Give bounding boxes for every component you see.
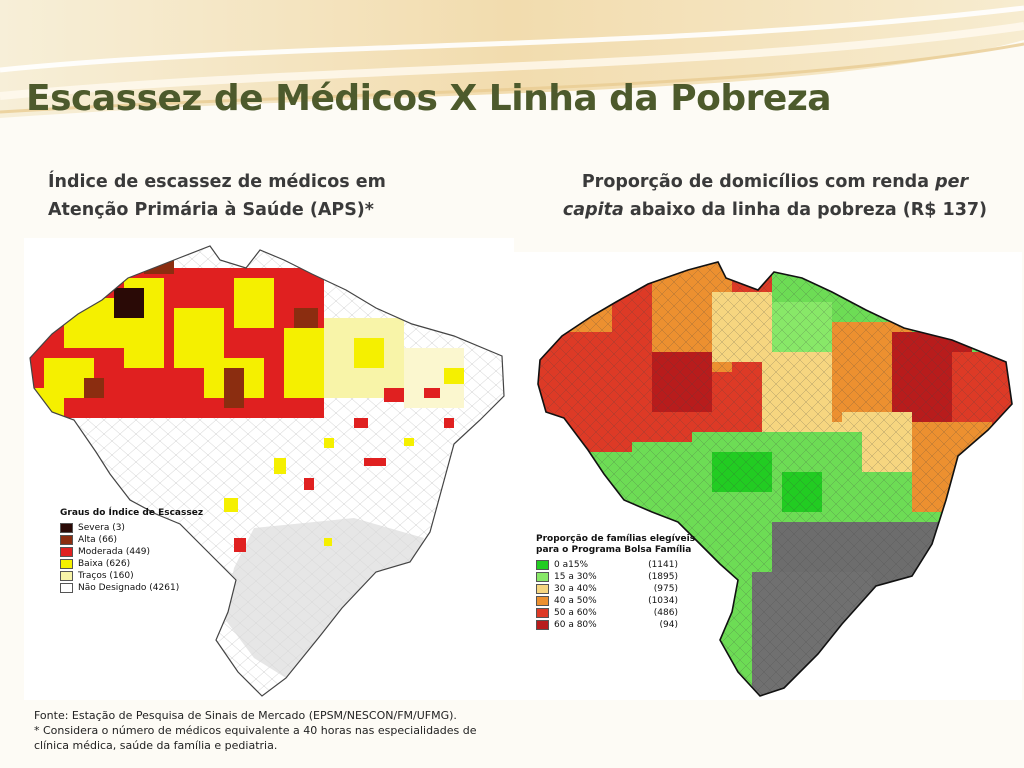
poverty-legend-item-60-80: 60 a 80% (94): [536, 619, 718, 631]
poverty-legend-item-15-30: 15 a 30% (1895): [536, 571, 718, 583]
legend-swatch: [60, 583, 73, 593]
legend-swatch: [536, 608, 549, 618]
poverty-legend-item-50-60: 50 a 60% (486): [536, 607, 718, 619]
scarcity-legend-item-moderada: Moderada (449): [60, 546, 210, 558]
scarcity-legend: Graus do Índice de Escassez Severa (3) A…: [60, 508, 210, 594]
legend-swatch: [60, 535, 73, 545]
scarcity-legend-item-baixa: Baixa (626): [60, 558, 210, 570]
scarcity-map-outline: [29, 245, 505, 697]
legend-swatch: [536, 560, 549, 570]
footnote-note-line2: clínica médica, saúde da família e pedia…: [34, 739, 278, 752]
legend-swatch: [536, 596, 549, 606]
source-footnote: Fonte: Estação de Pesquisa de Sinais de …: [34, 708, 514, 753]
legend-swatch: [536, 584, 549, 594]
legend-swatch: [60, 571, 73, 581]
poverty-legend-item-0-15: 0 a15% (1141): [536, 559, 718, 571]
scarcity-legend-item-nao-designado: Não Designado (4261): [60, 582, 210, 594]
left-map-caption-line1: Índice de escassez de médicos em: [48, 172, 386, 192]
scarcity-map: [29, 245, 505, 697]
legend-swatch: [60, 559, 73, 569]
left-map-caption: Índice de escassez de médicos em Atenção…: [48, 168, 386, 224]
right-map-caption-line1: Proporção de domicílios com renda per: [581, 172, 969, 192]
scarcity-legend-item-severa: Severa (3): [60, 522, 210, 534]
poverty-map-panel: Proporção de famílias elegíveis para o P…: [512, 252, 1022, 700]
right-map-caption-line2: capita abaixo da linha da pobreza (R$ 13…: [562, 200, 988, 220]
poverty-legend-title: Proporção de famílias elegíveis para o P…: [536, 534, 696, 555]
poverty-map: [537, 261, 1013, 697]
right-map-caption: Proporção de domicílios com renda per ca…: [540, 168, 1010, 224]
left-map-caption-line2: Atenção Primária à Saúde (APS)*: [48, 200, 374, 220]
scarcity-legend-item-tracos: Traços (160): [60, 570, 210, 582]
poverty-legend: Proporção de famílias elegíveis para o P…: [536, 534, 718, 631]
poverty-map-outline: [537, 261, 1013, 697]
legend-swatch: [536, 620, 549, 630]
scarcity-map-panel: Graus do Índice de Escassez Severa (3) A…: [24, 238, 514, 700]
scarcity-map-regions: [30, 246, 504, 696]
footnote-source-line: Fonte: Estação de Pesquisa de Sinais de …: [34, 709, 457, 722]
footnote-note-line1: * Considera o número de médicos equivale…: [34, 724, 477, 737]
slide-title: Escassez de Médicos X Linha da Pobreza: [26, 78, 832, 119]
poverty-legend-item-30-40: 30 a 40% (975): [536, 583, 718, 595]
poverty-legend-item-40-50: 40 a 50% (1034): [536, 595, 718, 607]
scarcity-legend-title: Graus do Índice de Escassez: [60, 508, 204, 518]
scarcity-legend-item-alta: Alta (66): [60, 534, 210, 546]
legend-swatch: [60, 523, 73, 533]
legend-swatch: [536, 572, 549, 582]
legend-swatch: [60, 547, 73, 557]
slide-banner-decoration: [0, 0, 1024, 120]
